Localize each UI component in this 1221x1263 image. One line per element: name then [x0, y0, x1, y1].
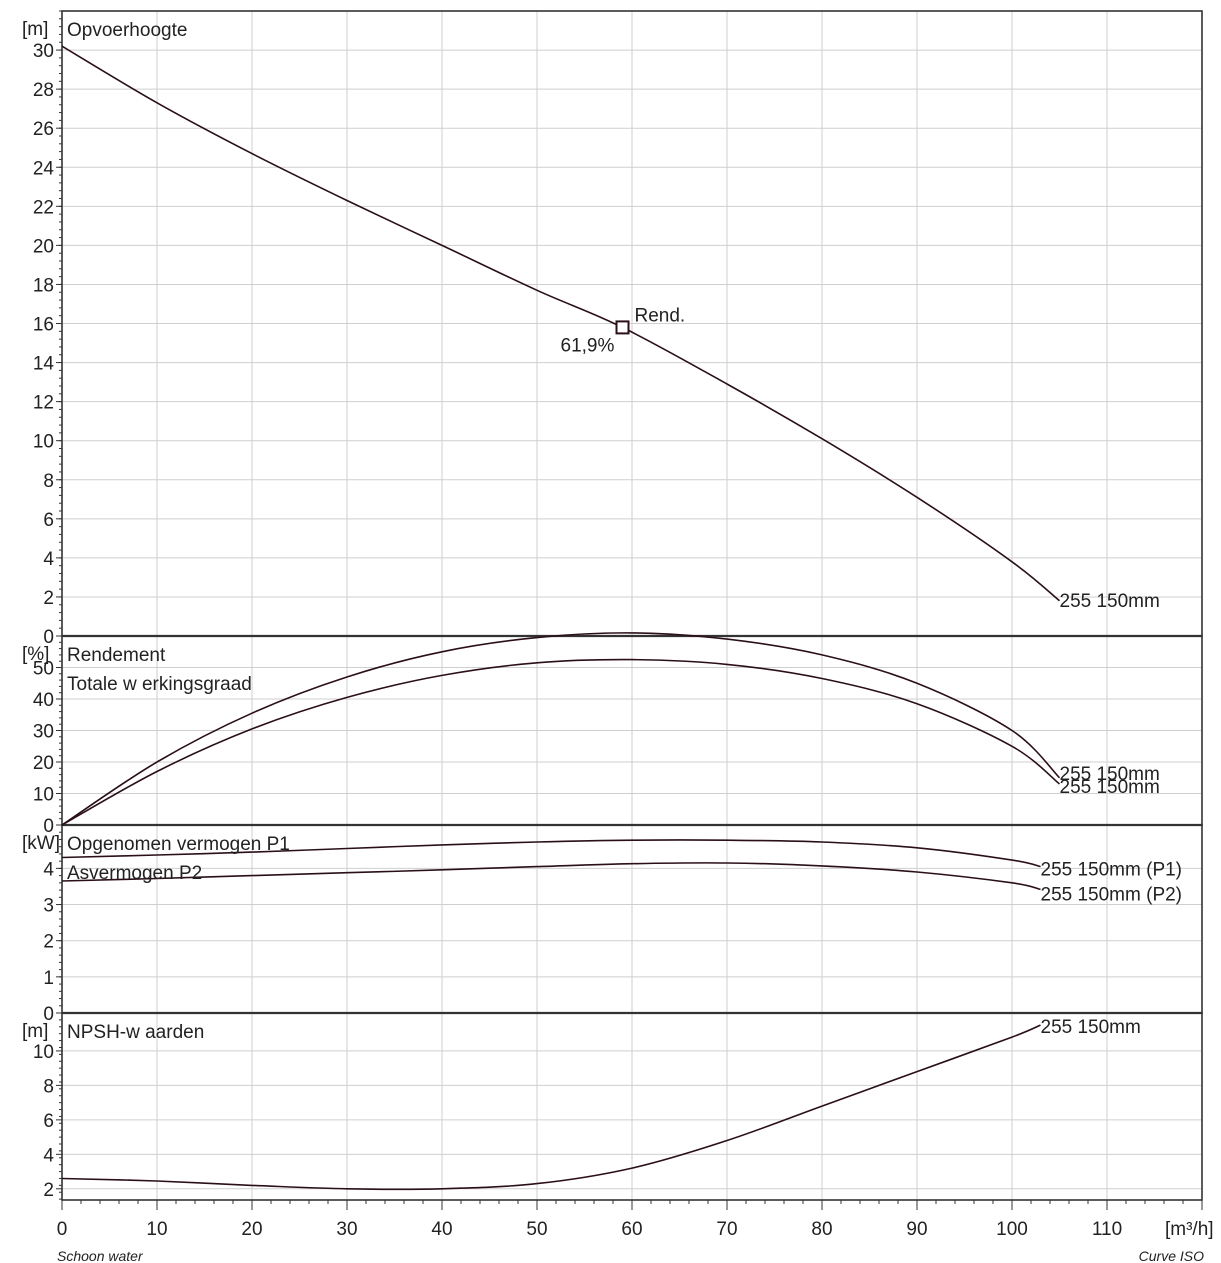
y-tick-label: 28	[33, 80, 54, 101]
series-label: 255 150mm	[1041, 1017, 1141, 1038]
x-tick-label: 50	[526, 1219, 547, 1240]
y-tick-label: 14	[33, 354, 55, 375]
y-tick-label: 18	[33, 275, 54, 296]
y-tick-label: 3	[43, 896, 54, 917]
x-tick-label: 90	[906, 1219, 927, 1240]
y-tick-label: 4	[43, 549, 54, 570]
y-tick-label: 30	[33, 41, 54, 62]
efficiency-marker	[615, 320, 630, 335]
y-tick-label: 16	[33, 315, 54, 336]
y-unit-label: [%]	[22, 644, 49, 665]
y-tick-label: 12	[33, 393, 54, 414]
panel-subtitle: Asvermogen P2	[67, 863, 202, 884]
footer-right-note: Curve ISO	[1139, 1248, 1204, 1263]
x-tick-label: 40	[431, 1219, 452, 1240]
curve-series-2-1	[61, 862, 1041, 891]
y-tick-label: 10	[33, 785, 54, 806]
panel-title: Rendement	[67, 645, 166, 666]
y-tick-label: 8	[43, 471, 54, 492]
annotation-efficiency: 61,9%	[561, 335, 615, 356]
panel-title: NPSH-w aarden	[67, 1022, 204, 1043]
y-tick-label: 10	[33, 1042, 54, 1063]
y-tick-label: 40	[33, 690, 54, 711]
y-unit-label: [m]	[22, 19, 48, 40]
y-tick-label: 6	[43, 510, 54, 531]
y-tick-label: 0	[43, 1004, 54, 1025]
curve-series-2-0	[61, 839, 1041, 868]
y-tick-label: 22	[33, 197, 54, 218]
y-tick-label: 0	[43, 627, 54, 648]
y-tick-label: 4	[43, 1145, 54, 1166]
y-tick-label: 20	[33, 753, 54, 774]
y-tick-label: 30	[33, 722, 54, 743]
curve-series-1-1	[61, 658, 1060, 826]
y-tick-label: 2	[43, 932, 54, 953]
series-label: 255 150mm (P2)	[1041, 884, 1183, 905]
curves-layer	[61, 45, 1061, 1191]
labels-layer: [m] Opvoerhoogte 255 150mm Rend. 61,9% [%] Ren…	[22, 19, 1182, 1043]
y-unit-label: [kW]	[22, 833, 60, 854]
panel-title: Opgenomen vermogen P1	[67, 834, 290, 855]
x-axis: 0 10 20 30 40 50 60 70 80 90 100 110	[57, 1200, 1203, 1240]
y-tick-label: 24	[33, 158, 55, 179]
y-tick-label: 2	[43, 1180, 54, 1201]
x-tick-label: 30	[336, 1219, 357, 1240]
curve-series-0-0	[61, 45, 1061, 602]
curve-series-1-0	[61, 632, 1061, 826]
y-tick-label: 10	[33, 432, 54, 453]
panel-title: Opvoerhoogte	[67, 20, 187, 41]
y-tick-label: 1	[43, 968, 54, 989]
x-tick-label: 0	[57, 1219, 68, 1240]
annotation-rend: Rend.	[635, 305, 686, 326]
series-label: 255 150mm (P1)	[1041, 860, 1183, 881]
y-tick-label: 50	[33, 659, 54, 680]
y-tick-label: 0	[43, 816, 54, 837]
series-label: 255 150mm	[1060, 777, 1160, 798]
x-tick-label: 10	[146, 1219, 167, 1240]
x-tick-label: 80	[811, 1219, 832, 1240]
y-tick-label: 6	[43, 1111, 54, 1132]
y-tick-label: 20	[33, 236, 54, 257]
x-tick-label: 60	[621, 1219, 642, 1240]
y-tick-label: 26	[33, 119, 54, 140]
grid-layer	[62, 11, 1203, 1200]
panel-subtitle: Totale w erkingsgraad	[67, 674, 252, 695]
series-label: 255 150mm	[1060, 764, 1160, 785]
panels-layer: 0246810121416182022242628300102030405001…	[33, 10, 1203, 1201]
y-tick-label: 2	[43, 588, 54, 609]
x-tick-label: 100	[996, 1219, 1028, 1240]
y-unit-label: [m]	[22, 1021, 48, 1042]
curve-series-3-0	[61, 1024, 1041, 1191]
y-tick-label: 8	[43, 1076, 54, 1097]
x-axis-label: [m³/h]	[1165, 1219, 1214, 1240]
x-tick-label: 70	[716, 1219, 737, 1240]
x-tick-label: 20	[241, 1219, 262, 1240]
footer-left-note: Schoon water	[57, 1248, 144, 1263]
x-tick-label: 110	[1092, 1219, 1122, 1240]
y-tick-label: 4	[43, 859, 54, 880]
series-label: 255 150mm	[1060, 591, 1160, 612]
